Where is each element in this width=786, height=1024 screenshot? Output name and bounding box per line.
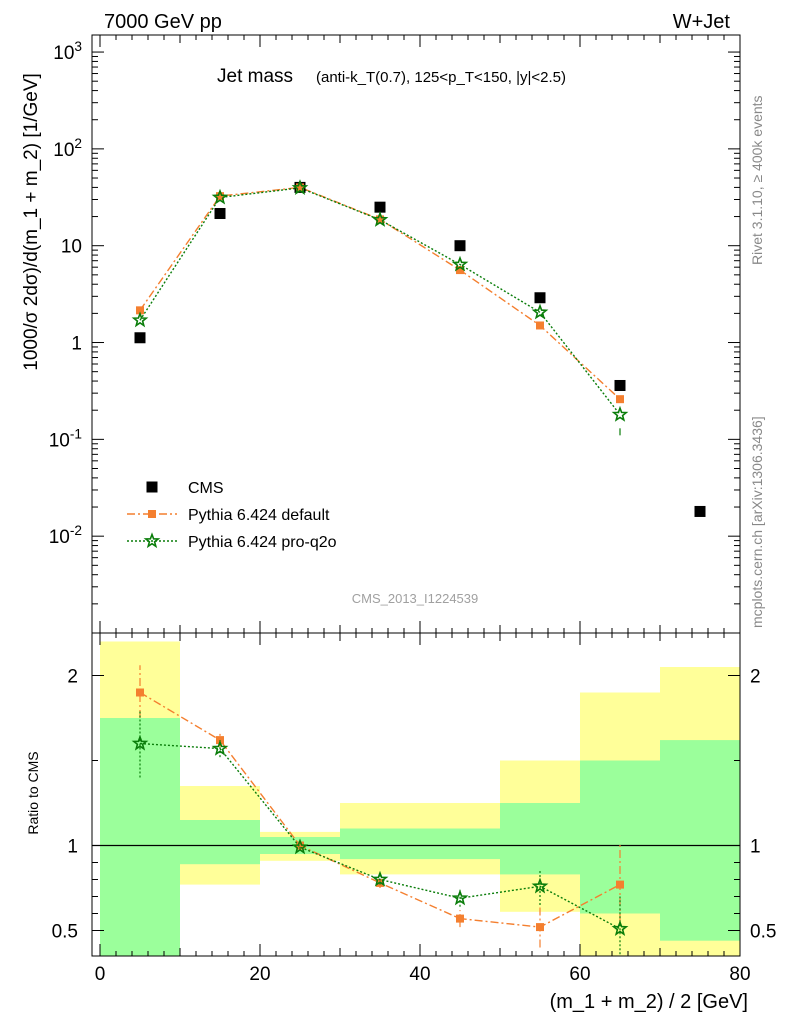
ratio-point-s1-3 — [371, 870, 389, 887]
ratio-y-tick-label: 1 — [67, 837, 78, 858]
main-y-tick-label: 103 — [53, 39, 82, 64]
ratio-y-tick-label: 2 — [67, 667, 78, 688]
legend-label-2: Pythia 6.424 pro-q2o — [188, 534, 337, 551]
ratio-y-axis-label: Ratio to CMS — [25, 751, 41, 834]
ratio-point-s1-1 — [211, 739, 229, 756]
main-point-s2-2 — [291, 179, 309, 196]
ratio-point-s0-2 — [296, 841, 304, 850]
ratio-uncertainty-bands — [100, 641, 740, 956]
main-point-s1-3 — [376, 215, 384, 224]
main-y-tick-label: 10-1 — [49, 426, 82, 451]
ratio-y-tick-label: 0.5 — [52, 922, 78, 943]
main-point-s2-6 — [611, 405, 629, 422]
legend-marker-1 — [148, 510, 156, 518]
band-green-1 — [180, 820, 260, 865]
x-tick-label: 60 — [569, 964, 590, 985]
main-point-s2-4 — [451, 255, 469, 272]
ratio-frame — [91, 632, 741, 957]
legend-marker-2 — [143, 532, 161, 549]
x-tick-label: 40 — [409, 964, 430, 985]
main-point-s0-6 — [614, 379, 626, 391]
ratio-panel-axes: 0 20 40 60 800.5 0.51 12 2 — [52, 632, 776, 985]
legend-marker-0 — [146, 481, 158, 493]
plot-title-main: Jet mass — [217, 66, 293, 87]
main-y-tick-label: 10 — [61, 237, 82, 258]
main-y-axis-label: 1000/σ 2dσ)/d(m_1 + m_2) [1/GeV] — [21, 73, 42, 371]
main-point-s0-5 — [534, 292, 546, 304]
main-y-tick-label: 1 — [71, 334, 82, 355]
header-left: 7000 GeV pp — [104, 11, 222, 33]
main-point-s2-1 — [211, 188, 229, 205]
header-right: W+Jet — [673, 11, 731, 33]
legend: CMS Pythia 6.424 default Pythia 6.424 pro-… — [127, 480, 337, 551]
legend-label-1: Pythia 6.424 default — [188, 507, 330, 524]
ratio-point-s1-2 — [291, 838, 309, 855]
main-point-s0-0 — [134, 332, 146, 344]
band-green-4 — [500, 803, 580, 875]
ratio-point-s0-0 — [136, 688, 144, 697]
ratio-point-s1-6 — [611, 920, 629, 936]
ratio-y-tick-label-right: 2 — [750, 667, 761, 688]
main-point-s1-1 — [216, 192, 224, 201]
x-tick-label: 80 — [729, 964, 750, 985]
ratio-point-s1-5 — [531, 877, 549, 894]
main-point-s0-1 — [214, 208, 226, 220]
main-point-s0-4 — [454, 240, 466, 252]
band-green-0 — [100, 718, 180, 956]
x-axis-label: (m_1 + m_2) / 2 [GeV] — [550, 991, 748, 1013]
rivet-label: Rivet 3.1.10, ≥ 400k events — [749, 95, 765, 265]
band-green-6 — [660, 740, 740, 941]
band-green-3 — [340, 828, 500, 860]
ratio-point-s0-5 — [536, 923, 544, 932]
plot-title-sub: (anti-k_T(0.7), 125<p_T<150, |y|<2.5) — [316, 69, 566, 86]
band-green-5 — [580, 760, 660, 914]
main-point-s0-3 — [374, 201, 386, 213]
ratio-point-s1-4 — [451, 889, 469, 906]
ratio-y-tick-label-right: 1 — [750, 837, 761, 858]
ratio-point-s0-6 — [616, 880, 624, 889]
main-point-s2-3 — [371, 211, 389, 227]
main-y-tick-label: 10-2 — [49, 523, 82, 548]
ratio-y-tick-label-right: 0.5 — [750, 922, 776, 943]
main-point-s1-6 — [616, 395, 624, 404]
watermark: CMS_2013_I1224539 — [352, 591, 479, 606]
ratio-panel-series — [131, 665, 629, 955]
x-tick-label: 0 — [95, 964, 106, 985]
main-point-s0-7 — [694, 505, 706, 517]
legend-label-0: CMS — [188, 480, 224, 497]
main-point-s1-5 — [536, 321, 544, 330]
main-y-tick-label: 102 — [53, 136, 82, 161]
main-panel-axes: 10-2 10-1 1 10 102 103 — [49, 34, 741, 634]
x-tick-label: 20 — [249, 964, 270, 985]
main-panel-series — [131, 179, 706, 517]
main-point-s2-0 — [131, 311, 149, 328]
ratio-point-s0-4 — [456, 914, 464, 923]
mcplots-label: mcplots.cern.ch [arXiv:1306.3436] — [749, 416, 765, 628]
main-point-s1-0 — [136, 306, 144, 315]
main-point-s1-4 — [456, 266, 464, 275]
main-point-s2-5 — [531, 303, 549, 320]
ratio-point-s1-0 — [131, 734, 149, 751]
main-point-s1-2 — [296, 183, 304, 192]
